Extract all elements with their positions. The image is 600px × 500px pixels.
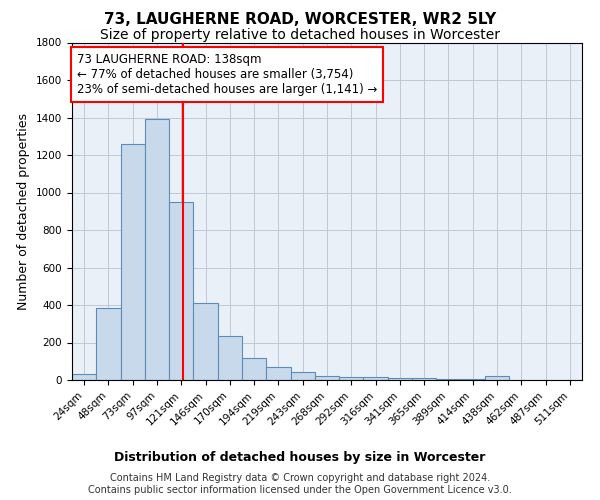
Bar bbox=[388, 378, 412, 380]
Bar bbox=[72, 374, 96, 380]
Bar bbox=[169, 202, 193, 380]
Bar bbox=[436, 379, 461, 380]
Bar bbox=[96, 308, 121, 380]
Bar bbox=[412, 378, 436, 380]
Text: Contains HM Land Registry data © Crown copyright and database right 2024.
Contai: Contains HM Land Registry data © Crown c… bbox=[88, 474, 512, 495]
Y-axis label: Number of detached properties: Number of detached properties bbox=[17, 113, 31, 310]
Bar bbox=[339, 377, 364, 380]
Text: Size of property relative to detached houses in Worcester: Size of property relative to detached ho… bbox=[100, 28, 500, 42]
Bar bbox=[461, 379, 485, 380]
Bar bbox=[315, 376, 339, 380]
Bar bbox=[266, 367, 290, 380]
Bar bbox=[242, 358, 266, 380]
Text: 73 LAUGHERNE ROAD: 138sqm
← 77% of detached houses are smaller (3,754)
23% of se: 73 LAUGHERNE ROAD: 138sqm ← 77% of detac… bbox=[77, 52, 377, 96]
Bar bbox=[485, 376, 509, 380]
Bar bbox=[364, 377, 388, 380]
Bar bbox=[290, 372, 315, 380]
Bar bbox=[218, 336, 242, 380]
Bar bbox=[121, 144, 145, 380]
Text: 73, LAUGHERNE ROAD, WORCESTER, WR2 5LY: 73, LAUGHERNE ROAD, WORCESTER, WR2 5LY bbox=[104, 12, 496, 28]
Text: Distribution of detached houses by size in Worcester: Distribution of detached houses by size … bbox=[115, 451, 485, 464]
Bar bbox=[145, 120, 169, 380]
Bar bbox=[193, 303, 218, 380]
